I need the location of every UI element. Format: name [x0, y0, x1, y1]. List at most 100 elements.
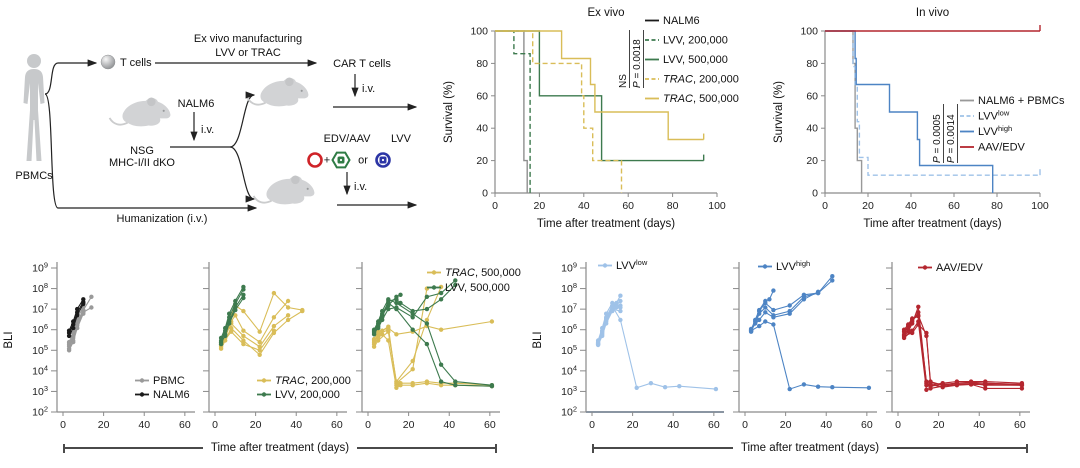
- time-axis-bracket-right: Time after treatment (days): [592, 442, 1029, 454]
- bli-chart-lvv-high: 0 20 40 60 LVVhigh: [733, 259, 877, 431]
- svg-text:TRAC, 200,000: TRAC, 200,000: [275, 375, 351, 387]
- svg-text:109: 109: [32, 261, 48, 275]
- svg-text:LVV, 500,000: LVV, 500,000: [445, 282, 510, 294]
- nalm6-label: NALM6: [178, 98, 215, 110]
- bracket-line: [594, 447, 733, 449]
- svg-text:20: 20: [627, 419, 639, 431]
- svg-text:Time after treatment (days): Time after treatment (days): [537, 218, 675, 230]
- svg-text:100: 100: [708, 200, 726, 212]
- iv-bottom-label: i.v.: [354, 181, 367, 193]
- svg-text:LVV, 500,000: LVV, 500,000: [663, 54, 728, 66]
- iv-top-label: i.v.: [362, 83, 375, 95]
- pbmcs-label: PBMCs: [15, 170, 53, 182]
- treated-mouse-top-icon: [246, 76, 310, 108]
- t-cell-icon: [100, 54, 116, 70]
- svg-text:TRAC, 500,000: TRAC, 500,000: [663, 93, 739, 105]
- bli-chart-500k: 0 20 40 60 TRAC, 500,000 LVV, 500,000: [356, 262, 521, 431]
- svg-text:0: 0: [589, 419, 595, 431]
- svg-text:LVVlow: LVVlow: [616, 258, 648, 272]
- svg-text:20: 20: [780, 419, 792, 431]
- plus-label: +: [324, 155, 330, 167]
- svg-text:20: 20: [250, 419, 262, 431]
- svg-text:0: 0: [60, 419, 66, 431]
- svg-text:LVV, 200,000: LVV, 200,000: [663, 35, 728, 47]
- time-axis-label-left: Time after treatment (days): [210, 442, 350, 454]
- svg-text:20: 20: [98, 419, 110, 431]
- svg-text:104: 104: [561, 363, 577, 377]
- svg-text:LVVlow: LVVlow: [978, 109, 1010, 123]
- split-arrow-up: [229, 91, 256, 148]
- svg-text:20: 20: [806, 155, 818, 167]
- svg-text:60: 60: [331, 419, 343, 431]
- svg-text:100: 100: [470, 26, 488, 38]
- lvv-or-trac-label: LVV or TRAC: [215, 47, 281, 59]
- svg-text:80: 80: [667, 200, 679, 212]
- humanization-label: Humanization (i.v.): [117, 213, 208, 225]
- svg-text:107: 107: [32, 302, 48, 316]
- svg-text:20: 20: [476, 155, 488, 167]
- svg-text:P = 0.0018: P = 0.0018: [632, 39, 643, 88]
- bracket-cap: [63, 443, 65, 453]
- svg-text:60: 60: [179, 419, 191, 431]
- svg-text:102: 102: [561, 405, 577, 419]
- svg-text:20: 20: [933, 419, 945, 431]
- svg-text:60: 60: [708, 419, 720, 431]
- branch-bottom: [44, 93, 59, 209]
- svg-text:105: 105: [32, 343, 48, 357]
- svg-text:P = 0.0014: P = 0.0014: [946, 114, 957, 163]
- bli-chart-pbmc-nalm6: 0 20 40 60 102 103 104 105 106 107 108 109 BLI PBMC NA…: [3, 261, 195, 431]
- svg-text:106: 106: [561, 322, 577, 336]
- svg-text:80: 80: [476, 58, 488, 70]
- svg-text:Time after treatment (days): Time after treatment (days): [863, 218, 1001, 230]
- svg-text:0: 0: [895, 419, 901, 431]
- svg-text:108: 108: [32, 281, 48, 295]
- svg-text:40: 40: [290, 419, 302, 431]
- svg-text:TRAC, 500,000: TRAC, 500,000: [445, 267, 521, 279]
- svg-text:40: 40: [806, 123, 818, 135]
- nsg-label: NSG: [130, 145, 154, 157]
- treated-mouse-bottom-icon: [252, 174, 316, 206]
- svg-text:LVV, 200,000: LVV, 200,000: [275, 389, 340, 401]
- svg-text:0: 0: [212, 419, 218, 431]
- mhc-label: MHC-I/II dKO: [109, 157, 175, 169]
- svg-text:LVVhigh: LVVhigh: [776, 259, 810, 273]
- svg-text:40: 40: [905, 200, 917, 212]
- svg-text:60: 60: [948, 200, 960, 212]
- bracket-line: [357, 447, 496, 449]
- svg-text:In vivo: In vivo: [916, 7, 949, 19]
- bracket-cap: [592, 443, 594, 453]
- svg-text:BLI: BLI: [3, 331, 15, 348]
- svg-text:40: 40: [820, 419, 832, 431]
- in-vivo-survival-chart: 0 20 40 60 80 100 0 20 40 60 80 100 In vivo Survival …: [773, 7, 1065, 230]
- car-t-cells-label: CAR T cells: [333, 58, 391, 70]
- svg-text:0: 0: [365, 419, 371, 431]
- svg-text:40: 40: [138, 419, 150, 431]
- or-label: or: [358, 155, 368, 167]
- bli-chart-200k: 0 20 40 60 TRAC, 200,000 LVV, 200,000: [203, 262, 351, 431]
- svg-text:100: 100: [1031, 200, 1049, 212]
- svg-text:40: 40: [443, 419, 455, 431]
- edv-aav-label: EDV/AAV: [324, 133, 372, 145]
- svg-text:0: 0: [822, 200, 828, 212]
- svg-text:0: 0: [482, 188, 488, 200]
- svg-text:109: 109: [561, 261, 577, 275]
- svg-text:NALM6 + PBMCs: NALM6 + PBMCs: [978, 95, 1065, 107]
- svg-text:NALM6: NALM6: [153, 389, 190, 401]
- bracket-cap: [495, 443, 498, 453]
- svg-text:40: 40: [667, 419, 679, 431]
- svg-text:NALM6: NALM6: [663, 15, 700, 27]
- svg-text:60: 60: [1014, 419, 1026, 431]
- svg-text:P = 0.0005: P = 0.0005: [932, 114, 943, 163]
- svg-text:80: 80: [991, 200, 1003, 212]
- bli-chart-lvv-low: 0 20 40 60 102 103 104 105 106 107 108 109 BLI LVVlow: [532, 258, 724, 431]
- svg-text:NS: NS: [618, 74, 629, 88]
- ex-vivo-manufacturing-label: Ex vivo manufacturing: [194, 33, 302, 45]
- experiment-schematic: PBMCs Humanization (i.v.) T cells Ex viv…: [15, 33, 418, 225]
- svg-text:PBMC: PBMC: [153, 375, 185, 387]
- svg-text:AAV/EDV: AAV/EDV: [936, 262, 984, 274]
- svg-text:BLI: BLI: [532, 331, 544, 348]
- svg-text:0: 0: [742, 419, 748, 431]
- svg-text:105: 105: [561, 343, 577, 357]
- svg-text:60: 60: [484, 419, 496, 431]
